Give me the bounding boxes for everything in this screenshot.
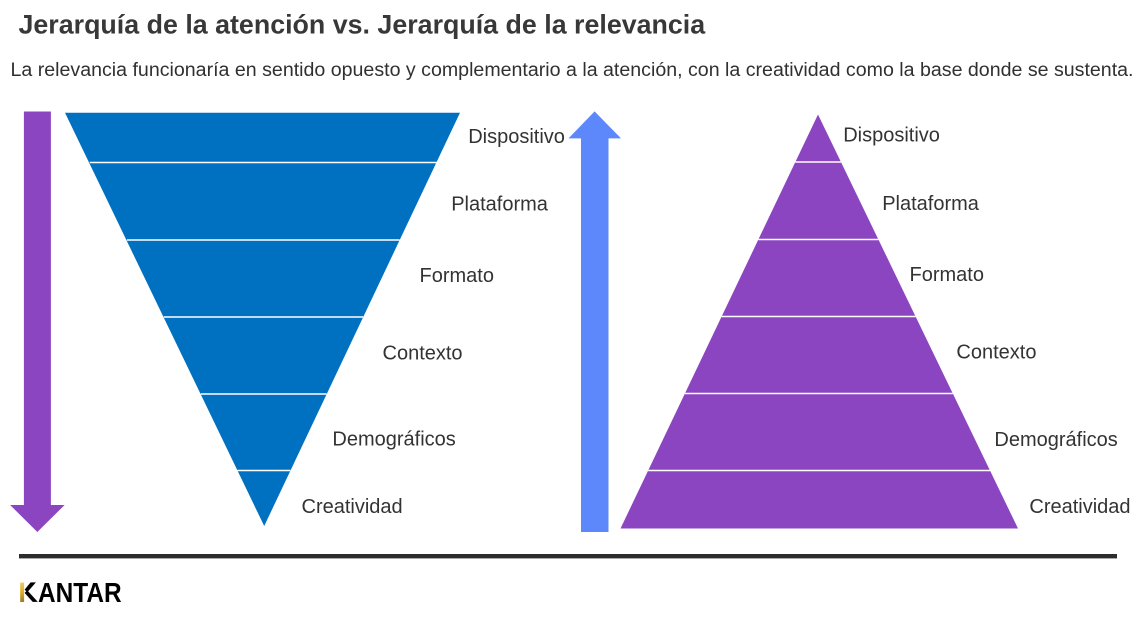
svg-text:Jerarquía de la atención vs. J: Jerarquía de la atención vs. Jerarquía d… [19, 10, 707, 40]
svg-text:Contexto: Contexto [956, 341, 1036, 363]
svg-text:Creatividad: Creatividad [302, 496, 403, 518]
svg-text:Dispositivo: Dispositivo [468, 126, 565, 148]
svg-text:Dispositivo: Dispositivo [843, 124, 940, 146]
svg-text:Plataforma: Plataforma [451, 193, 549, 215]
svg-text:Contexto: Contexto [383, 342, 463, 364]
svg-text:Creatividad: Creatividad [1029, 496, 1130, 518]
svg-text:Demográficos: Demográficos [994, 429, 1117, 451]
svg-text:Formato: Formato [910, 264, 984, 286]
svg-text:Formato: Formato [420, 265, 494, 287]
svg-text:Plataforma: Plataforma [882, 193, 980, 215]
svg-text:Demográficos: Demográficos [332, 428, 455, 450]
svg-text:La relevancia funcionaría en s: La relevancia funcionaría en sentido opu… [11, 59, 1134, 81]
svg-text:ANTAR: ANTAR [38, 576, 122, 608]
